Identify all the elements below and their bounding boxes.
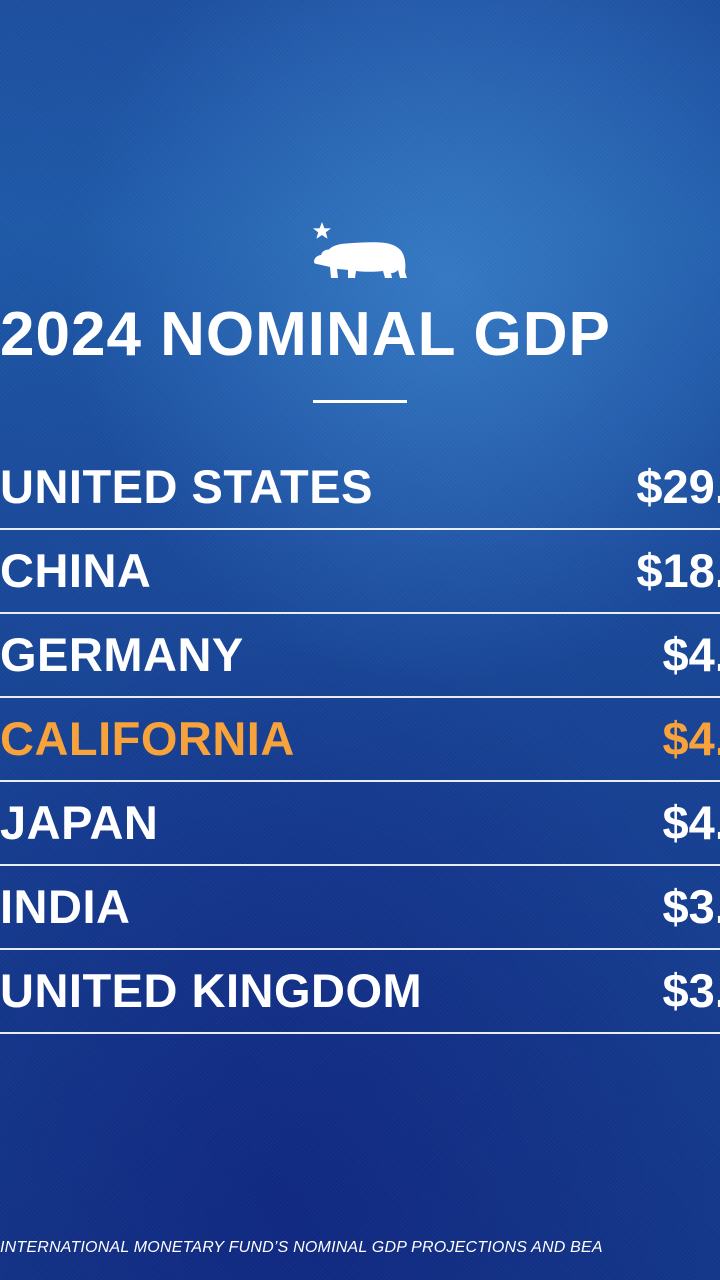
source-note: INTERNATIONAL MONETARY FUND’S NOMINAL GD…	[0, 1239, 603, 1256]
economy-name: JAPAN	[0, 796, 159, 849]
ranking-row: INDIA $3.9	[0, 866, 720, 950]
economy-name: UNITED STATES	[0, 460, 373, 513]
row-divider	[0, 864, 720, 866]
row-divider	[0, 612, 720, 614]
row-divider	[0, 1032, 720, 1034]
page-title: 2024 NOMINAL GDP	[0, 300, 611, 369]
economy-name: INDIA	[0, 880, 131, 933]
ranking-row: CHINA $18.7	[0, 530, 720, 614]
economy-name: CALIFORNIA	[0, 712, 295, 765]
gdp-value: $29.1	[636, 460, 720, 513]
row-divider	[0, 528, 720, 530]
economy-name: CHINA	[0, 544, 152, 597]
gdp-value: $4.6	[662, 628, 720, 681]
title-underline	[313, 400, 407, 403]
ranking-row: JAPAN $4.0	[0, 782, 720, 866]
gdp-value: $4.0	[662, 796, 720, 849]
gdp-value: $3.9	[662, 880, 720, 933]
ranking-row: UNITED KINGDOM $3.6	[0, 950, 720, 1034]
row-divider	[0, 696, 720, 698]
ranking-row: CALIFORNIA $4.1	[0, 698, 720, 782]
gdp-value: $3.6	[662, 964, 720, 1017]
row-divider	[0, 948, 720, 950]
economy-name: UNITED KINGDOM	[0, 964, 423, 1017]
ranking-row: UNITED STATES $29.1	[0, 446, 720, 530]
ranking-row: GERMANY $4.6	[0, 614, 720, 698]
gdp-value: $18.7	[636, 544, 720, 597]
gdp-ranking-list: UNITED STATES $29.1 CHINA $18.7 GERMANY …	[0, 446, 720, 1034]
row-divider	[0, 780, 720, 782]
economy-name: GERMANY	[0, 628, 244, 681]
california-bear-star-icon	[313, 222, 407, 278]
gdp-value: $4.1	[662, 712, 720, 765]
